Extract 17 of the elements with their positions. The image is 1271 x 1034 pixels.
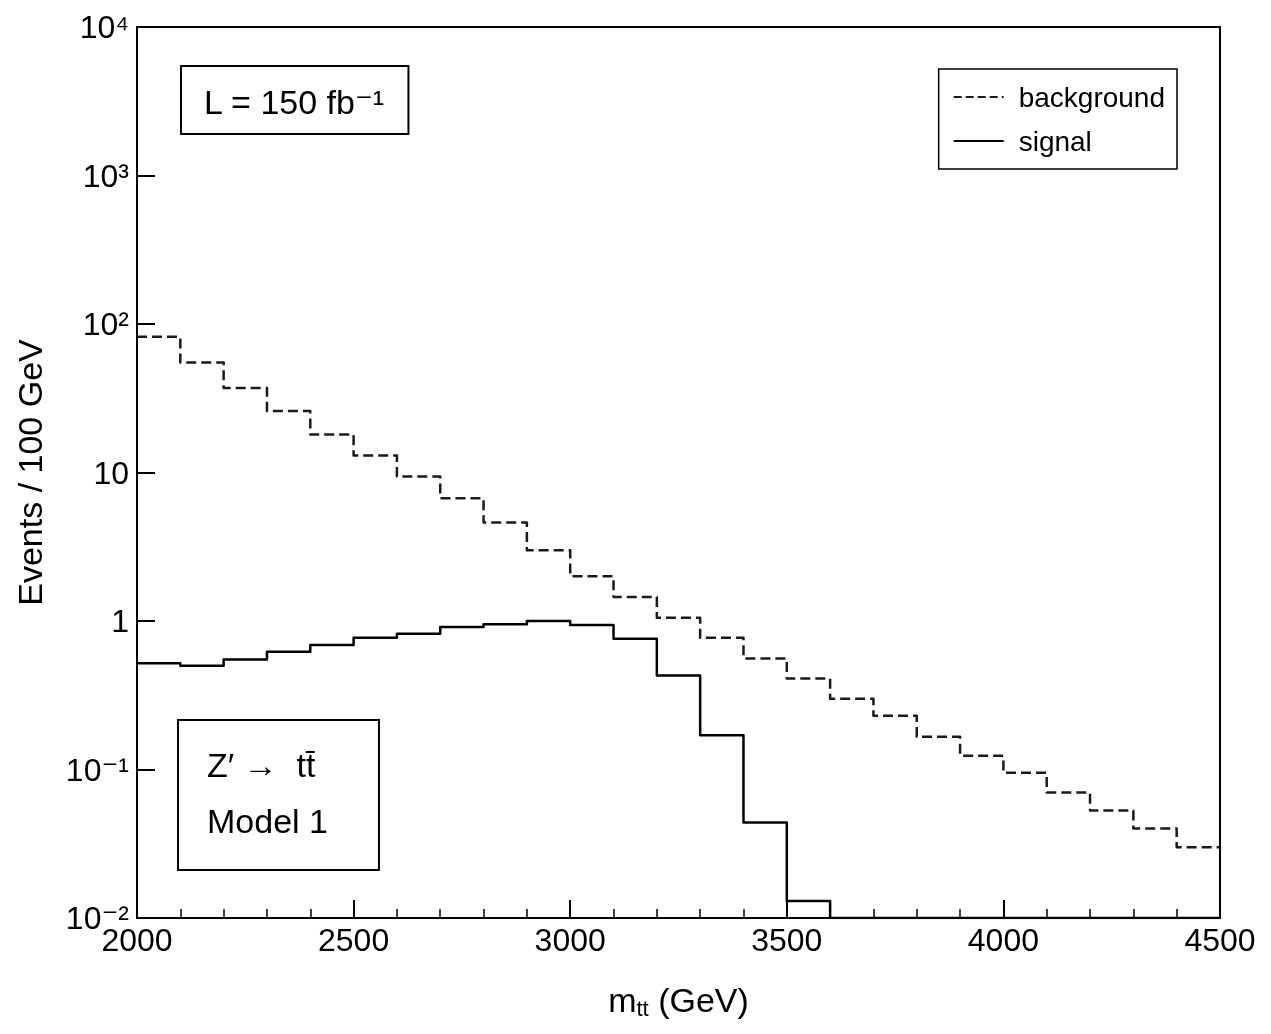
legend-label: background: [1018, 81, 1166, 113]
x-tick-label: 3500: [751, 922, 823, 958]
y-tick-label: 1: [111, 603, 129, 639]
x-tick-label: 4500: [1184, 922, 1256, 958]
y-axis-title: Events / 100 GeV: [11, 338, 49, 606]
y-tick-label: 10³: [82, 157, 130, 194]
legend-label: signal: [1018, 125, 1092, 157]
y-tick-label: 10⁻¹: [65, 751, 129, 788]
y-tick-label: 10: [93, 454, 129, 491]
y-tick-label: 10⁴: [79, 9, 129, 45]
x-tick-label: 3000: [534, 922, 606, 958]
x-tick-label: 4000: [967, 922, 1039, 958]
annotation: L = 150 fb⁻¹: [204, 83, 385, 121]
y-tick-label: 10²: [82, 306, 130, 342]
annotation: Z′ → tt̄: [207, 746, 316, 784]
annotation: Model 1: [207, 802, 328, 840]
x-tick-label: 2500: [318, 922, 390, 958]
